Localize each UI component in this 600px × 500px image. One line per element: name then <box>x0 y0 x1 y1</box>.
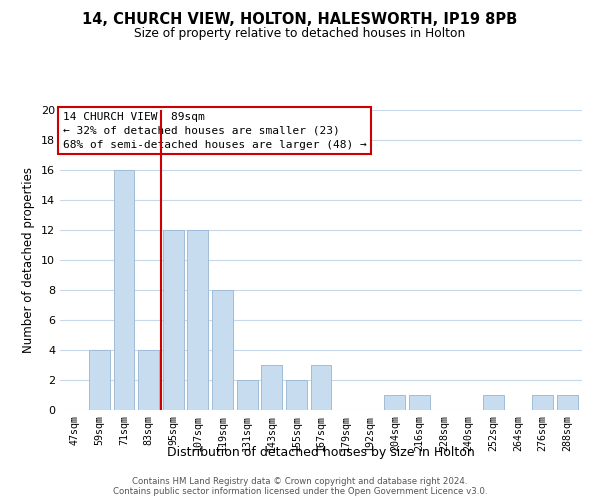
Bar <box>163 230 184 410</box>
Bar <box>89 350 110 410</box>
Text: Contains HM Land Registry data © Crown copyright and database right 2024.: Contains HM Land Registry data © Crown c… <box>132 477 468 486</box>
Bar <box>483 395 504 410</box>
Bar <box>286 380 307 410</box>
Bar <box>138 350 159 410</box>
Bar <box>311 365 331 410</box>
Text: Distribution of detached houses by size in Holton: Distribution of detached houses by size … <box>167 446 475 459</box>
Y-axis label: Number of detached properties: Number of detached properties <box>22 167 35 353</box>
Bar <box>113 170 134 410</box>
Bar <box>409 395 430 410</box>
Bar <box>385 395 406 410</box>
Text: Contains public sector information licensed under the Open Government Licence v3: Contains public sector information licen… <box>113 487 487 496</box>
Text: 14, CHURCH VIEW, HOLTON, HALESWORTH, IP19 8PB: 14, CHURCH VIEW, HOLTON, HALESWORTH, IP1… <box>82 12 518 28</box>
Bar <box>212 290 233 410</box>
Bar <box>261 365 282 410</box>
Bar <box>557 395 578 410</box>
Text: 14 CHURCH VIEW: 89sqm
← 32% of detached houses are smaller (23)
68% of semi-deta: 14 CHURCH VIEW: 89sqm ← 32% of detached … <box>62 112 367 150</box>
Bar <box>187 230 208 410</box>
Bar <box>532 395 553 410</box>
Text: Size of property relative to detached houses in Holton: Size of property relative to detached ho… <box>134 28 466 40</box>
Bar <box>236 380 257 410</box>
